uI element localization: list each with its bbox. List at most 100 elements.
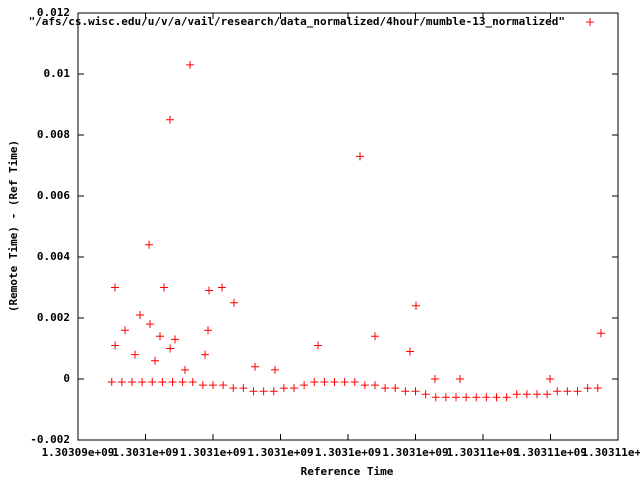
x-tick-label: 1.3031e+09 (180, 446, 246, 459)
point (431, 393, 440, 402)
x-tick-label: 1.3031e+09 (382, 446, 448, 459)
point (360, 381, 369, 390)
point (178, 378, 187, 387)
point (412, 301, 421, 310)
point (204, 326, 213, 335)
point (431, 375, 440, 383)
point (170, 335, 179, 344)
point (117, 378, 126, 387)
point (229, 298, 238, 307)
point (269, 387, 278, 396)
y-tick-label: -0.002 (30, 433, 70, 446)
legend-label: "/afs/cs.wisc.edu/u/v/a/vail/research/da… (29, 15, 565, 28)
x-tick-label: 1.3031e+09 (247, 446, 313, 459)
point (145, 240, 154, 249)
x-tick-label: 1.30311e+09 (582, 446, 640, 459)
point (512, 390, 521, 399)
x-tick-label: 1.30311e+09 (447, 446, 520, 459)
x-tick-label: 1.3031e+09 (315, 446, 381, 459)
point (218, 283, 227, 292)
point (340, 378, 349, 387)
point (121, 326, 130, 335)
y-tick-label: 0.002 (37, 311, 70, 324)
point (320, 378, 329, 387)
y-tick-label: 0 (63, 372, 70, 385)
point (135, 310, 144, 319)
point (356, 152, 365, 161)
y-tick-label: 0.01 (44, 67, 71, 80)
point (462, 393, 471, 402)
point (107, 378, 116, 387)
point (156, 332, 165, 341)
point (229, 384, 238, 393)
point (198, 381, 207, 390)
y-axis-label: (Remote Time) - (Ref Time) (7, 140, 20, 312)
point (583, 384, 592, 393)
point (209, 381, 217, 390)
point (543, 390, 552, 399)
point (138, 378, 147, 387)
y-tick-label: 0.006 (37, 189, 70, 202)
point (259, 387, 268, 396)
point (482, 393, 491, 402)
point (188, 378, 197, 387)
point (502, 393, 511, 402)
point (391, 384, 400, 393)
point (279, 384, 288, 393)
point (456, 375, 465, 383)
point (159, 283, 168, 292)
point (441, 393, 450, 402)
x-axis-label: Reference Time (301, 465, 394, 478)
point (411, 387, 420, 396)
x-tick-label: 1.3031e+09 (112, 446, 178, 459)
point (533, 390, 541, 399)
point (205, 286, 214, 295)
point (593, 384, 602, 393)
plot-border (77, 12, 619, 441)
point (492, 393, 501, 402)
point (300, 381, 309, 390)
point (381, 384, 390, 393)
y-tick-label: 0.008 (37, 128, 70, 141)
point (180, 365, 189, 374)
point (151, 356, 160, 365)
point (158, 378, 167, 387)
point (249, 387, 258, 396)
point (166, 115, 175, 124)
x-tick-label: 1.30311e+09 (514, 446, 587, 459)
point (219, 381, 228, 390)
y-tick-label: 0.004 (37, 250, 70, 263)
point (350, 378, 359, 387)
point (522, 390, 531, 399)
point (472, 393, 481, 402)
point (131, 350, 140, 359)
point (128, 378, 136, 387)
point (371, 381, 379, 390)
point (563, 387, 572, 396)
point (270, 365, 279, 374)
point (145, 320, 154, 329)
point (251, 362, 260, 371)
point (110, 283, 119, 292)
point (310, 378, 319, 387)
point (148, 378, 157, 387)
point (239, 384, 248, 393)
point (596, 329, 605, 338)
point (166, 344, 175, 353)
point (553, 387, 562, 396)
point (371, 332, 379, 341)
point (201, 350, 210, 359)
point (401, 387, 410, 396)
point (111, 341, 120, 350)
point (573, 387, 582, 396)
x-tick-label: 1.30309e+09 (42, 446, 115, 459)
y-tick-label: 0.012 (37, 6, 70, 19)
legend-marker (586, 18, 594, 26)
point (452, 393, 460, 402)
point (290, 384, 298, 393)
point (330, 378, 339, 387)
point (405, 347, 414, 356)
point (168, 378, 177, 387)
point (545, 375, 554, 383)
